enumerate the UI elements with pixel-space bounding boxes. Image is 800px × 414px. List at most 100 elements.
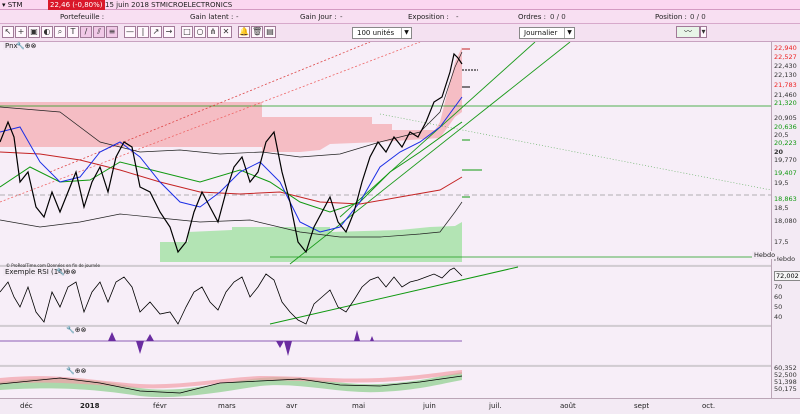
month-label: oct. — [702, 402, 716, 410]
text-tool-icon[interactable]: T — [67, 26, 79, 38]
price-tick: 22,527 — [774, 53, 797, 61]
wrench-icon[interactable]: 🔧 — [66, 367, 75, 375]
arrow-tool-icon[interactable]: ↗ — [150, 26, 162, 38]
rsi-label[interactable]: Exemple RSI (14) — [3, 268, 68, 276]
close-icon[interactable]: ⊗ — [80, 326, 87, 334]
zoom-icon[interactable]: ⌕ — [54, 26, 66, 38]
price-tick: 21,320 — [774, 99, 797, 107]
pnx-label[interactable]: Pnx — [3, 42, 20, 50]
add-icon[interactable]: ⊕ — [64, 268, 71, 276]
price-tick: 20,905 — [774, 114, 797, 122]
cursor-icon[interactable]: ↖ — [2, 26, 14, 38]
period-value: Journalier — [524, 29, 558, 37]
month-label: févr — [153, 402, 167, 410]
close-icon[interactable]: ⊗ — [70, 268, 77, 276]
portfolio-label: Portefeuille : — [60, 13, 105, 21]
month-label: avr — [286, 402, 298, 410]
ray-icon[interactable]: → — [163, 26, 175, 38]
dotted-trendline[interactable] — [379, 113, 772, 191]
price-tick: 19,5 — [774, 179, 789, 187]
upper-band — [0, 51, 463, 158]
close-icon[interactable]: ⊗ — [30, 42, 37, 50]
rsi-trendline[interactable] — [269, 266, 519, 325]
pitchfork-icon[interactable]: ⋔ — [207, 26, 219, 38]
price-tick: 18,863 — [774, 195, 797, 203]
price-axis[interactable]: 22,940 22,527 22,430 22,130 21,783 21,46… — [771, 42, 800, 398]
bottom-tick: 51,398 — [774, 378, 797, 386]
trendline-icon[interactable]: / — [80, 26, 92, 38]
bottom-cloud-red — [0, 370, 462, 389]
vertical-line-icon[interactable]: | — [137, 26, 149, 38]
exposure-value: - — [456, 13, 459, 21]
rsi-tick: 60 — [774, 293, 783, 301]
month-label: déc — [20, 402, 33, 410]
month-label: mars — [218, 402, 236, 410]
channel-icon[interactable]: ⫽ — [93, 26, 105, 38]
magnet-icon[interactable]: ◐ — [41, 26, 53, 38]
wrench-icon[interactable]: 🔧 — [16, 42, 25, 50]
period-select[interactable]: Journalier ▼ — [519, 27, 575, 39]
chart-toolbar: ↖ + ▣ ◐ ⌕ T / ⫽ ≡ — | ↗ → □ ○ ⋔ ✕ 🔔 🗑 ▤ … — [0, 24, 800, 42]
channel-upper-line[interactable] — [0, 42, 421, 203]
fibonacci-icon[interactable]: ≡ — [106, 26, 118, 38]
price-tick: 18,5 — [774, 204, 789, 212]
units-select[interactable]: 100 unités ▼ — [352, 27, 412, 39]
bottom-tick: 52,500 — [774, 371, 797, 379]
day-gain-value: - — [340, 13, 343, 21]
units-value: 100 unités — [357, 29, 395, 37]
title-bar: ▾ STM 22,46 (-0,80%) 15 juin 2018 STMICR… — [0, 0, 800, 10]
rsi-tick: 40 — [774, 313, 783, 321]
close-icon[interactable]: ⊗ — [80, 367, 87, 375]
chevron-down-icon: ▼ — [401, 28, 411, 38]
price-tick: 19,770 — [774, 156, 797, 164]
ellipse-icon[interactable]: ○ — [194, 26, 206, 38]
chart-type-icon[interactable]: 〰 — [676, 26, 700, 38]
trash-icon[interactable]: 🗑 — [251, 26, 263, 38]
wrench-icon[interactable]: 🔧 — [56, 268, 65, 276]
day-gain-label: Gain Jour : — [300, 13, 337, 21]
rsi-tick: 70 — [774, 283, 783, 291]
rectangle-icon[interactable]: □ — [181, 26, 193, 38]
bottom-tools: 🔧⊕⊗ — [66, 367, 86, 375]
month-label: mai — [352, 402, 366, 410]
price-tick: 22,940 — [774, 44, 797, 52]
chevron-down-icon: ▼ — [564, 28, 574, 38]
chart-area[interactable] — [0, 42, 800, 414]
ma-short — [0, 96, 463, 233]
bottom-tick: 50,175 — [774, 385, 797, 393]
add-icon[interactable]: ⊕ — [24, 42, 31, 50]
symbol-label[interactable]: ▾ STM — [2, 1, 23, 9]
alert-icon[interactable]: 🔔 — [238, 26, 250, 38]
lower-band — [0, 201, 463, 238]
bottom-panel-bg — [0, 366, 771, 398]
hebdo-tag: Hebdo — [752, 251, 778, 259]
add-icon[interactable]: ⊕ — [74, 326, 81, 334]
ichimoku-cloud-red — [0, 47, 462, 152]
rsi-tools: 🔧⊕⊗ — [56, 268, 76, 276]
latent-gain-label: Gain latent : — [190, 13, 234, 21]
price-tick: 17,5 — [774, 238, 789, 246]
time-axis[interactable]: déc 2018 févr mars avr mai juin juil. ao… — [0, 398, 800, 414]
price-tick: 21,783 — [774, 81, 797, 89]
add-icon[interactable]: ⊕ — [74, 367, 81, 375]
month-label: août — [560, 402, 576, 410]
orders-value[interactable]: 0 / 0 — [550, 13, 566, 21]
oscillator-tools: 🔧⊕⊗ — [66, 326, 86, 334]
rsi-tick: 72,002 — [774, 271, 800, 281]
trendline-up-1[interactable] — [289, 42, 571, 265]
layers-icon[interactable]: ▤ — [264, 26, 276, 38]
portfolio-info-bar: Portefeuille : Gain latent : - Gain Jour… — [0, 10, 800, 24]
horizontal-line-icon[interactable]: — — [124, 26, 136, 38]
chevron-down-icon[interactable]: ▾ — [700, 26, 707, 38]
price-tick: 21,460 — [774, 91, 797, 99]
bottom-line-black — [0, 375, 463, 394]
position-value[interactable]: 0 / 0 — [690, 13, 706, 21]
gann-icon[interactable]: ✕ — [220, 26, 232, 38]
month-label: 2018 — [80, 402, 100, 410]
ichimoku-cloud-green — [160, 222, 462, 262]
wrench-icon[interactable]: 🔧 — [66, 326, 75, 334]
rsi-panel-bg — [0, 266, 771, 324]
rsi-line — [0, 267, 463, 325]
screenshot-icon[interactable]: ▣ — [28, 26, 40, 38]
crosshair-icon[interactable]: + — [15, 26, 27, 38]
